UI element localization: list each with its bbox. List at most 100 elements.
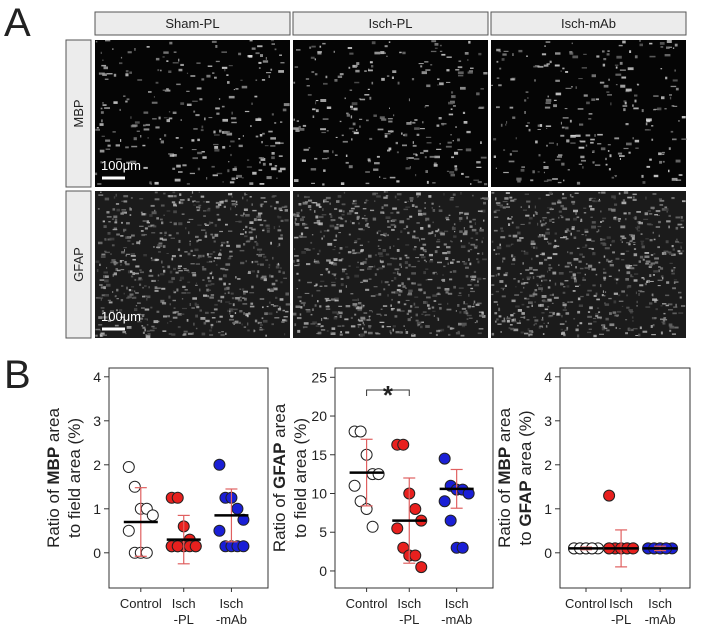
texture: [459, 220, 462, 222]
texture: [231, 297, 235, 300]
texture: [479, 227, 482, 229]
texture: [299, 300, 302, 303]
texture: [203, 210, 207, 212]
texture: [269, 274, 271, 278]
texture: [224, 292, 227, 295]
texture: [107, 299, 111, 301]
texture: [649, 274, 652, 277]
texture: [155, 320, 160, 323]
texture: [509, 196, 513, 199]
texture: [434, 43, 439, 46]
texture: [236, 244, 241, 248]
texture: [597, 143, 602, 145]
y-tick-label: 0: [93, 545, 101, 561]
texture: [634, 94, 638, 97]
texture: [232, 168, 237, 171]
texture: [661, 208, 666, 211]
texture: [200, 317, 206, 320]
texture: [191, 149, 197, 151]
texture: [294, 179, 299, 182]
texture: [475, 232, 479, 235]
x-tick-label: Isch: [220, 596, 244, 611]
texture: [195, 327, 198, 330]
texture: [255, 235, 257, 239]
texture: [191, 272, 196, 274]
texture: [178, 201, 184, 205]
texture: [383, 196, 388, 199]
texture: [178, 222, 183, 226]
texture: [525, 269, 530, 271]
texture: [139, 240, 141, 242]
texture: [595, 273, 598, 276]
texture: [245, 214, 250, 217]
texture: [183, 330, 188, 333]
texture: [113, 227, 117, 230]
texture: [104, 294, 109, 297]
texture: [370, 295, 376, 297]
texture: [437, 292, 440, 295]
texture: [254, 241, 257, 243]
texture: [189, 303, 191, 306]
texture: [515, 305, 520, 308]
texture: [464, 263, 467, 265]
texture: [100, 332, 105, 336]
texture: [399, 290, 403, 293]
panel-label: B: [4, 353, 31, 397]
texture: [426, 142, 432, 144]
texture: [629, 234, 633, 236]
texture: [658, 198, 662, 200]
texture: [590, 216, 593, 218]
texture: [228, 283, 231, 285]
texture: [408, 98, 410, 102]
texture: [493, 301, 498, 303]
texture: [549, 315, 554, 317]
texture: [461, 307, 467, 310]
texture: [162, 330, 167, 332]
texture: [365, 288, 370, 291]
texture: [583, 94, 588, 97]
texture: [387, 263, 392, 266]
texture: [439, 307, 442, 310]
texture: [439, 143, 441, 145]
texture: [391, 219, 397, 222]
texture: [106, 73, 113, 75]
texture: [98, 194, 104, 196]
texture: [363, 305, 365, 307]
texture: [601, 325, 605, 328]
texture: [412, 144, 417, 147]
texture: [507, 218, 512, 220]
data-point: [372, 468, 385, 481]
texture: [420, 247, 424, 250]
texture: [210, 312, 215, 314]
texture: [318, 249, 321, 253]
texture: [214, 134, 220, 136]
texture: [413, 158, 420, 160]
texture: [552, 221, 555, 223]
texture: [100, 107, 103, 110]
texture: [359, 334, 363, 338]
texture: [632, 241, 636, 243]
texture: [572, 55, 579, 59]
texture: [398, 293, 401, 297]
texture: [102, 316, 105, 319]
data-point: [213, 458, 226, 471]
texture: [199, 288, 201, 292]
texture: [538, 304, 542, 307]
texture: [645, 306, 651, 308]
texture: [454, 165, 458, 168]
texture: [420, 65, 423, 68]
texture: [297, 194, 299, 197]
data-point: [348, 479, 361, 492]
texture: [412, 248, 416, 251]
texture: [396, 211, 400, 214]
texture: [153, 96, 155, 98]
texture: [595, 313, 599, 315]
texture: [163, 315, 167, 318]
texture: [414, 306, 419, 309]
texture: [663, 312, 666, 315]
texture: [222, 118, 228, 122]
texture: [129, 207, 131, 209]
texture: [221, 105, 225, 108]
texture: [424, 314, 427, 317]
texture: [660, 68, 663, 70]
